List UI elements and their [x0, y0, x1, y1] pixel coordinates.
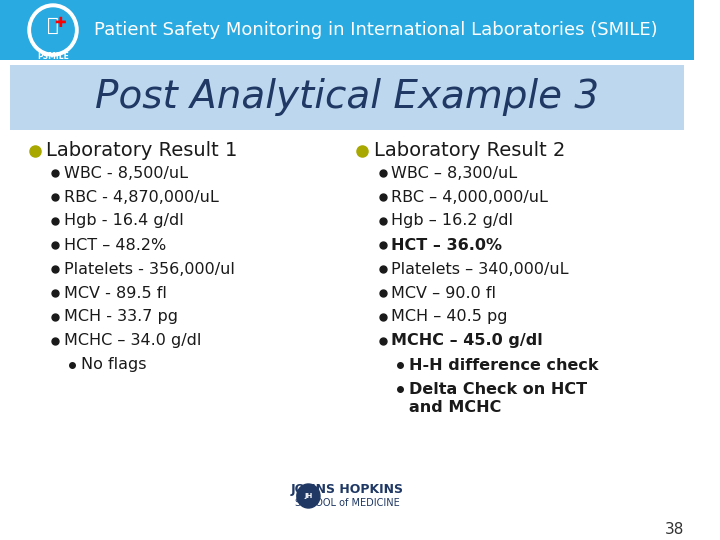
- Text: MCV - 89.5 fl: MCV - 89.5 fl: [63, 286, 166, 300]
- Circle shape: [28, 4, 78, 56]
- Text: JH: JH: [305, 493, 312, 499]
- Text: No flags: No flags: [81, 357, 146, 373]
- Text: Hgb - 16.4 g/dl: Hgb - 16.4 g/dl: [63, 213, 184, 228]
- FancyBboxPatch shape: [0, 0, 694, 60]
- Circle shape: [297, 484, 320, 508]
- Text: Platelets - 356,000/ul: Platelets - 356,000/ul: [63, 261, 235, 276]
- Text: HCT – 48.2%: HCT – 48.2%: [63, 238, 166, 253]
- Text: ✚: ✚: [54, 16, 66, 30]
- FancyBboxPatch shape: [9, 65, 684, 130]
- Text: Hgb – 16.2 g/dl: Hgb – 16.2 g/dl: [391, 213, 513, 228]
- Text: MCH – 40.5 pg: MCH – 40.5 pg: [391, 309, 508, 325]
- Text: MCHC – 34.0 g/dl: MCHC – 34.0 g/dl: [63, 334, 201, 348]
- Text: and MCHC: and MCHC: [409, 401, 501, 415]
- Text: Laboratory Result 1: Laboratory Result 1: [46, 141, 238, 160]
- Text: MCH - 33.7 pg: MCH - 33.7 pg: [63, 309, 178, 325]
- Text: 38: 38: [665, 523, 684, 537]
- Text: Post Analytical Example 3: Post Analytical Example 3: [95, 78, 599, 117]
- Text: Delta Check on HCT: Delta Check on HCT: [409, 381, 587, 396]
- Text: Platelets – 340,000/uL: Platelets – 340,000/uL: [391, 261, 569, 276]
- Text: H-H difference check: H-H difference check: [409, 357, 598, 373]
- Text: HCT – 36.0%: HCT – 36.0%: [391, 238, 503, 253]
- Text: RBC - 4,870,000/uL: RBC - 4,870,000/uL: [63, 190, 218, 205]
- Text: SCHOOL of MEDICINE: SCHOOL of MEDICINE: [294, 498, 400, 508]
- Text: Laboratory Result 2: Laboratory Result 2: [374, 141, 565, 160]
- Text: RBC – 4,000,000/uL: RBC – 4,000,000/uL: [391, 190, 548, 205]
- Text: JOHNS HOPKINS: JOHNS HOPKINS: [290, 483, 403, 496]
- Text: 🌐: 🌐: [47, 16, 59, 35]
- Text: PSMILE: PSMILE: [37, 52, 69, 61]
- Circle shape: [32, 8, 74, 52]
- Text: WBC – 8,300/uL: WBC – 8,300/uL: [391, 165, 518, 180]
- Text: Patient Safety Monitoring in International Laboratories (SMILE): Patient Safety Monitoring in Internation…: [94, 21, 657, 39]
- Text: MCV – 90.0 fl: MCV – 90.0 fl: [391, 286, 496, 300]
- Text: MCHC – 45.0 g/dl: MCHC – 45.0 g/dl: [391, 334, 543, 348]
- Text: WBC - 8,500/uL: WBC - 8,500/uL: [63, 165, 188, 180]
